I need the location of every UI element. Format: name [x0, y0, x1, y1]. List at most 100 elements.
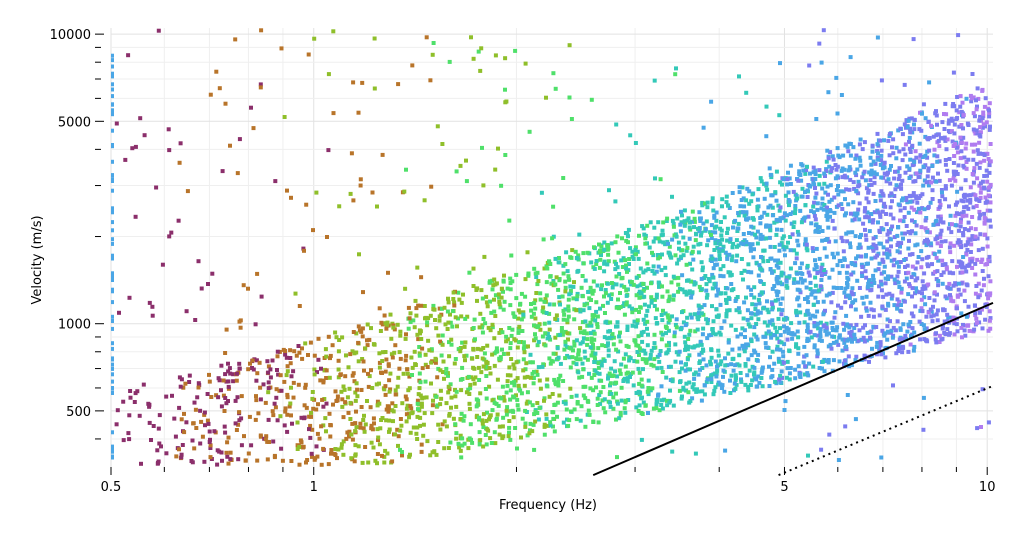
data-point [979, 260, 984, 264]
data-point [985, 151, 990, 156]
data-point [563, 285, 568, 290]
data-point [166, 127, 171, 132]
data-point [831, 328, 835, 333]
data-point [623, 231, 628, 235]
data-point [777, 248, 782, 253]
data-point [806, 373, 811, 378]
data-point [654, 269, 659, 274]
data-point [822, 203, 827, 207]
data-point [964, 252, 969, 257]
data-point [279, 388, 284, 393]
data-point [111, 379, 114, 384]
data-point [444, 424, 449, 429]
data-point [544, 95, 548, 100]
data-point [746, 388, 751, 393]
data-point [721, 264, 726, 269]
data-point [919, 249, 924, 254]
data-point [359, 405, 364, 409]
data-point [453, 422, 458, 427]
data-point [671, 224, 676, 229]
data-point [918, 168, 923, 173]
data-point [605, 262, 610, 267]
data-point [943, 294, 948, 299]
data-point [823, 190, 828, 195]
data-point [815, 309, 820, 314]
data-point [111, 71, 114, 76]
data-point [791, 225, 796, 229]
data-point [729, 288, 734, 293]
data-point [958, 292, 963, 297]
data-point [361, 290, 365, 295]
data-point [959, 198, 964, 203]
data-point [410, 373, 414, 377]
data-point [735, 226, 740, 231]
data-point [903, 142, 908, 147]
data-point [784, 279, 789, 284]
data-point [977, 140, 982, 145]
data-point [349, 456, 354, 461]
data-point [885, 239, 890, 244]
data-point [885, 232, 890, 237]
data-point [595, 396, 600, 401]
data-point [975, 426, 980, 431]
data-point [259, 294, 264, 299]
data-point [624, 371, 629, 376]
data-point [383, 350, 388, 354]
data-point [266, 364, 271, 369]
data-point [247, 414, 252, 419]
data-point [698, 241, 703, 246]
data-point [372, 421, 376, 426]
data-point [957, 124, 962, 129]
data-point [236, 457, 241, 462]
data-point [775, 227, 779, 232]
data-point [785, 213, 790, 218]
data-point [288, 361, 293, 366]
data-point [829, 169, 834, 174]
data-point [960, 100, 965, 105]
data-point [355, 394, 360, 399]
data-point [920, 155, 925, 159]
data-point [711, 230, 716, 235]
data-point [861, 335, 866, 340]
data-point [224, 450, 229, 455]
data-point [969, 99, 974, 104]
data-point [678, 379, 683, 384]
data-point [667, 400, 672, 405]
data-point [863, 233, 868, 238]
data-point [196, 381, 201, 386]
data-point [815, 271, 820, 275]
data-point [781, 360, 786, 365]
data-point [985, 244, 990, 249]
data-point [207, 429, 212, 434]
data-point [571, 296, 576, 301]
data-point [246, 286, 250, 291]
data-point [458, 163, 463, 168]
data-point [430, 450, 435, 455]
data-point [512, 383, 517, 388]
data-point [936, 283, 941, 288]
data-point [819, 60, 824, 65]
data-point [736, 243, 741, 248]
data-point [824, 332, 829, 337]
data-point [878, 340, 883, 345]
data-point [302, 416, 306, 421]
data-point [872, 281, 877, 285]
data-point [883, 204, 888, 209]
data-point [716, 287, 720, 292]
data-point [701, 221, 706, 226]
data-point [793, 367, 798, 372]
data-point [862, 339, 867, 344]
data-point [111, 366, 114, 371]
data-point [982, 153, 987, 158]
data-point [955, 189, 960, 194]
data-point [830, 267, 835, 272]
data-point [164, 394, 169, 399]
data-point [468, 382, 473, 387]
data-point [859, 232, 863, 237]
data-point [683, 347, 688, 352]
data-point [711, 392, 716, 397]
data-point [969, 96, 974, 101]
data-point [354, 350, 359, 355]
data-point [978, 232, 983, 237]
data-point [277, 349, 282, 354]
